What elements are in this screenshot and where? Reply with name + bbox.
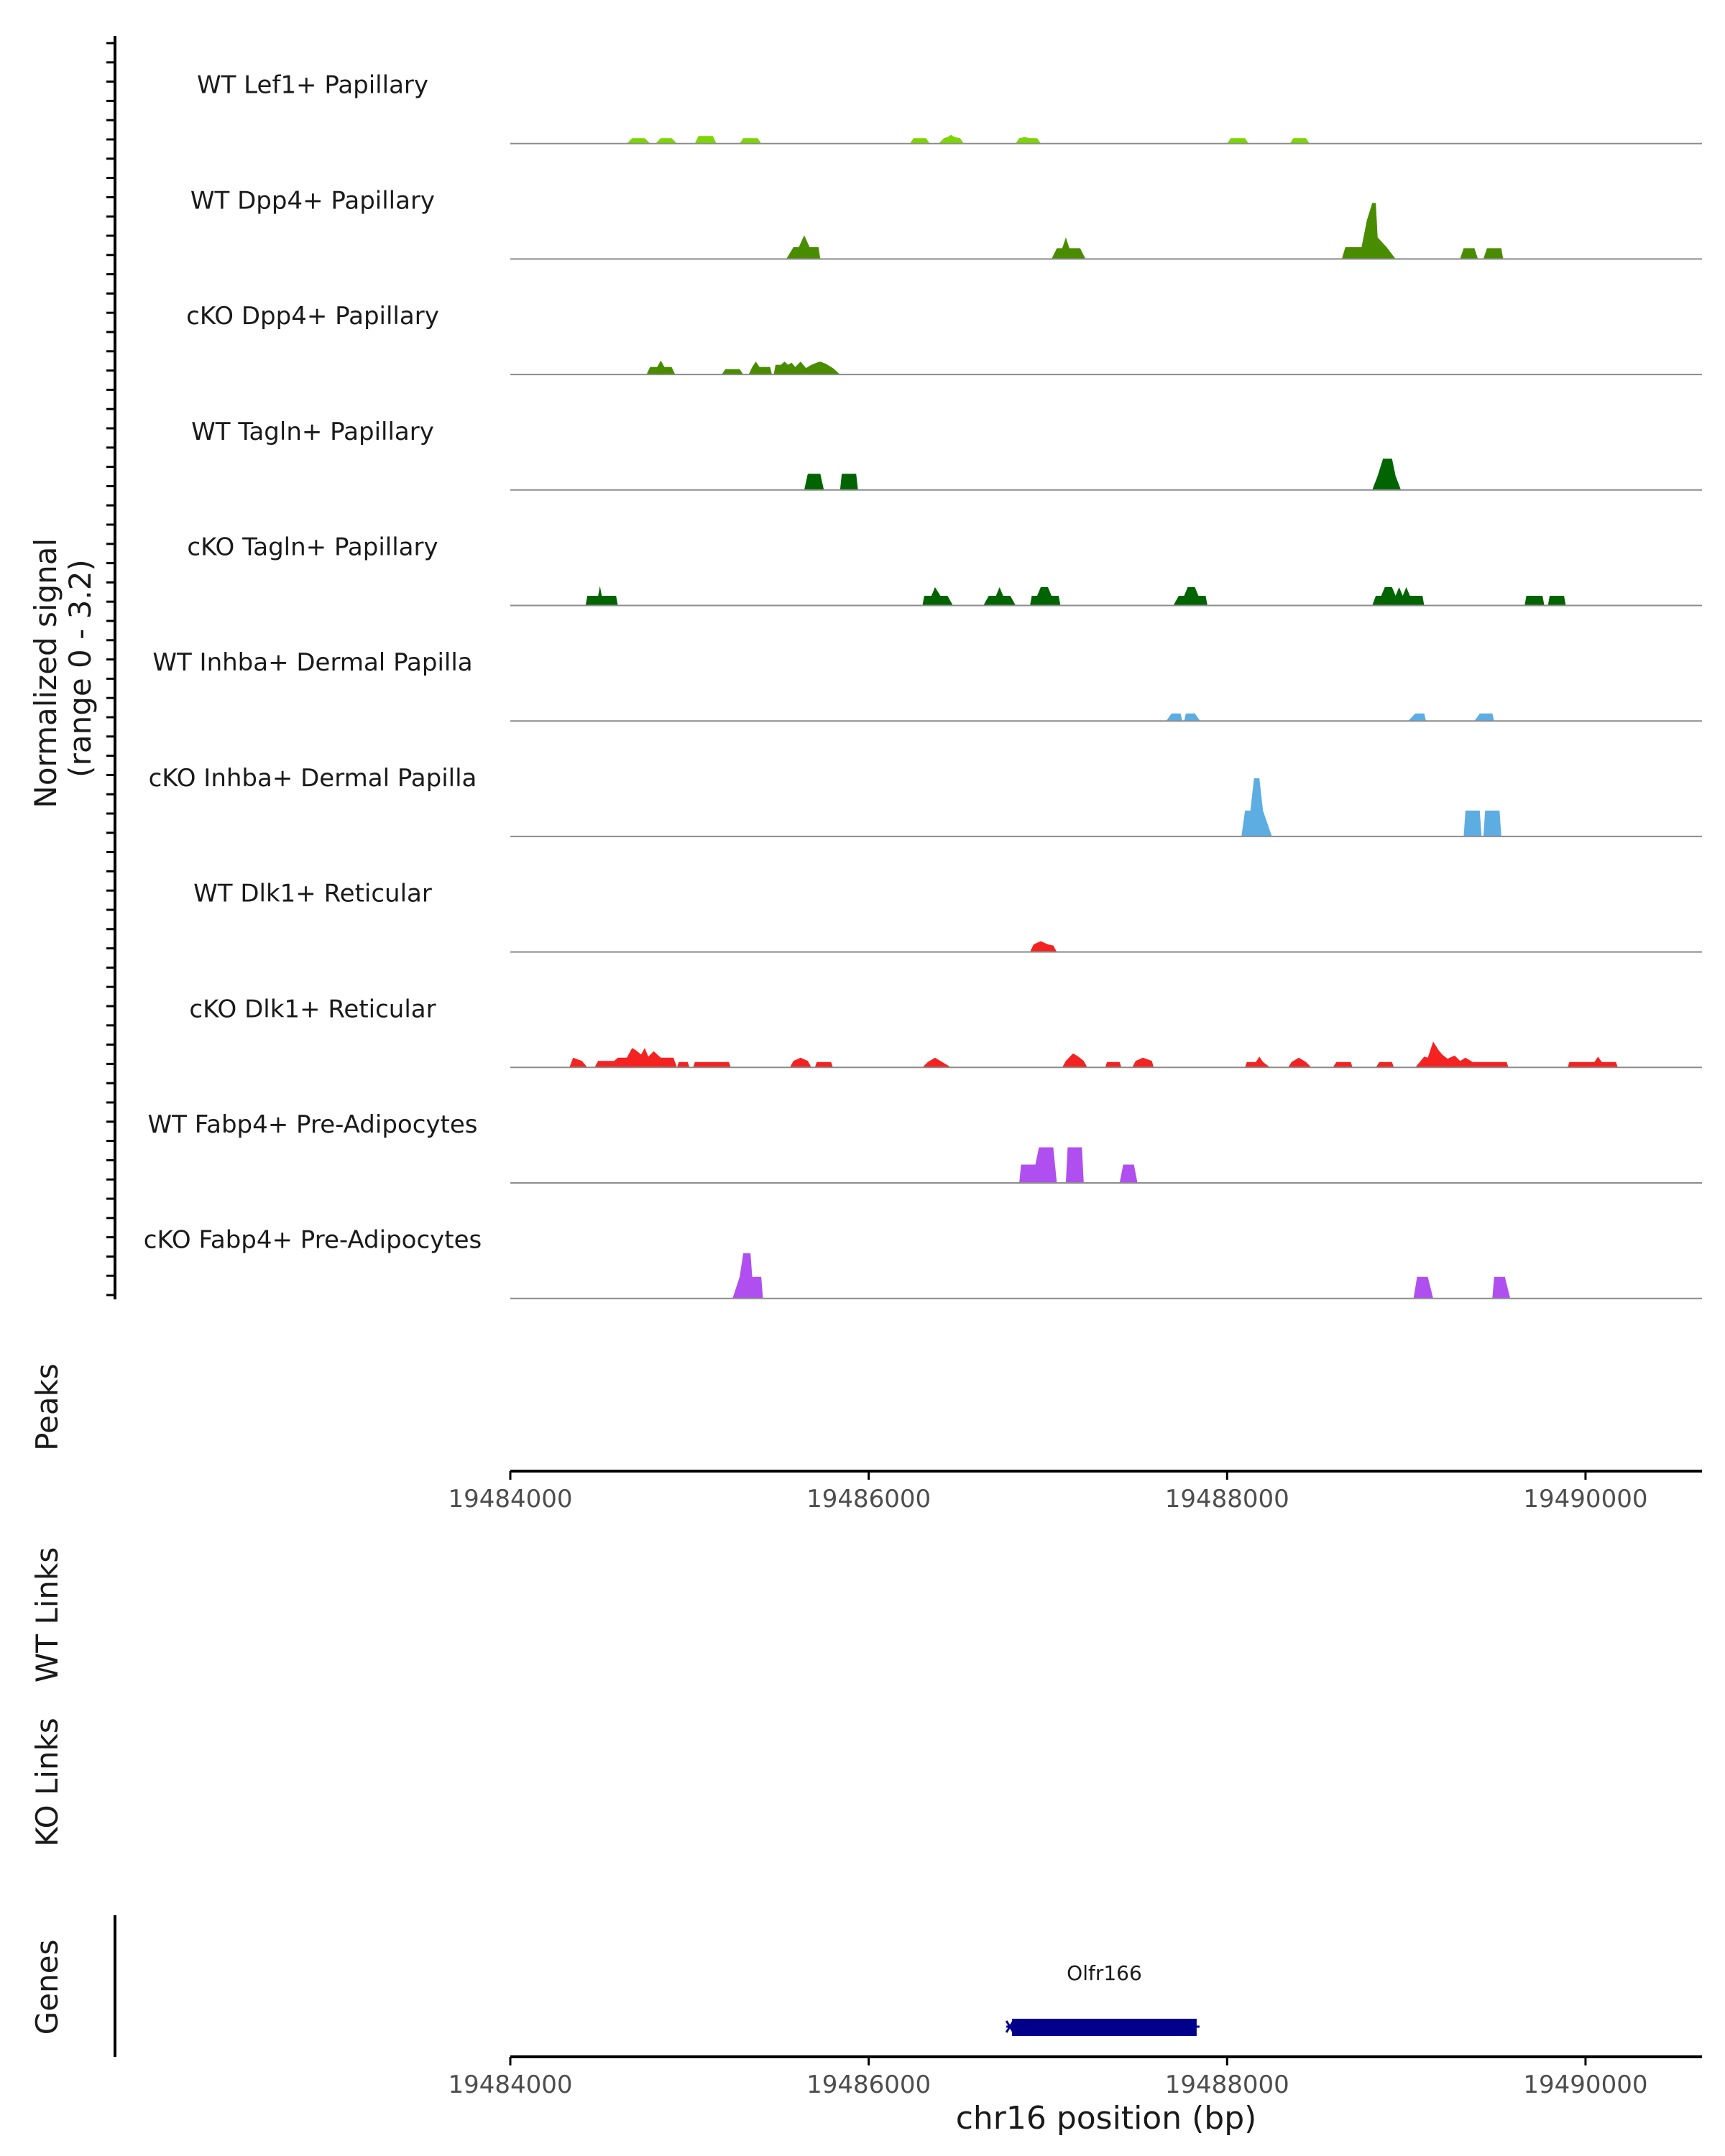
coverage-tracks: WT Lef1+ Papillary WT Dpp4+ Papillary cKO … — [144, 71, 1702, 1299]
track-label: WT Tagln+ Papillary — [191, 418, 434, 446]
x-tick-label: 19490000 — [1523, 2070, 1647, 2099]
coverage-y-axis-title-line1: Normalized signal — [28, 538, 63, 808]
track-label: cKO Fabp4+ Pre-Adipocytes — [144, 1226, 482, 1255]
track-label: WT Lef1+ Papillary — [197, 71, 428, 100]
signal-area — [786, 203, 1504, 259]
track-1: WT Lef1+ Papillary — [197, 71, 1702, 144]
track-6: WT Inhba+ Dermal Papilla — [152, 648, 1702, 722]
signal-area — [1019, 1147, 1138, 1183]
signal-area — [646, 360, 840, 375]
signal-area — [804, 459, 1407, 490]
x-axis-title: chr16 position (bp) — [956, 2100, 1257, 2137]
signal-area — [1166, 713, 1494, 722]
peaks-panel-label: Peaks — [29, 1363, 65, 1451]
gene-label: Olfr166 — [1067, 1961, 1142, 1985]
signal-area — [1030, 941, 1057, 952]
track-label: WT Dpp4+ Papillary — [190, 186, 435, 215]
x-tick-label: 19490000 — [1523, 1485, 1647, 1514]
genes-x-axis-ticks: 19484000 19486000 19488000 19490000 — [448, 2057, 1647, 2099]
ko-links-panel-label: KO Links — [29, 1718, 65, 1847]
track-7: cKO Inhba+ Dermal Papilla — [149, 764, 1702, 837]
track-label: WT Dlk1+ Reticular — [193, 880, 432, 908]
x-tick-label: 19484000 — [448, 1485, 572, 1514]
coverage-y-axis-title-line2: (range 0 - 3.2) — [63, 559, 98, 778]
x-tick-label: 19488000 — [1165, 2070, 1289, 2099]
track-9: cKO Dlk1+ Reticular — [189, 995, 1702, 1069]
track-label: WT Fabp4+ Pre-Adipocytes — [148, 1110, 478, 1139]
track-3: cKO Dpp4+ Papillary — [186, 302, 1702, 376]
signal-area — [732, 1253, 1511, 1299]
track-label: WT Inhba+ Dermal Papilla — [152, 648, 472, 677]
genes-track: Olfr166 — [1005, 1961, 1200, 2036]
coverage-y-ticks — [106, 42, 115, 1296]
wt-links-panel-label: WT Links — [29, 1547, 65, 1682]
signal-area — [585, 586, 1566, 606]
track-label: cKO Tagln+ Papillary — [187, 533, 438, 562]
x-tick-label: 19486000 — [806, 1485, 931, 1514]
track-2: WT Dpp4+ Papillary — [190, 186, 1702, 260]
genes-panel-label: Genes — [29, 1940, 65, 2035]
coverage-y-axis-title: Normalized signal (range 0 - 3.2) — [28, 528, 98, 808]
x-tick-label: 19488000 — [1165, 1485, 1289, 1514]
track-11: cKO Fabp4+ Pre-Adipocytes — [144, 1226, 1702, 1299]
track-4: WT Tagln+ Papillary — [191, 418, 1702, 491]
x-tick-label: 19484000 — [448, 2070, 572, 2099]
x-tick-label: 19486000 — [806, 2070, 931, 2099]
peaks-x-axis-ticks: 19484000 19486000 19488000 19490000 — [448, 1471, 1647, 1514]
gene-body — [1012, 2019, 1197, 2036]
signal-area — [569, 1041, 1618, 1068]
gene-strand-marker — [1005, 2020, 1015, 2033]
track-8: WT Dlk1+ Reticular — [193, 880, 1702, 953]
track-10: WT Fabp4+ Pre-Adipocytes — [148, 1110, 1702, 1184]
track-label: cKO Dpp4+ Papillary — [186, 302, 439, 331]
track-label: cKO Dlk1+ Reticular — [189, 995, 436, 1023]
signal-area — [1241, 778, 1501, 837]
track-label: cKO Inhba+ Dermal Papilla — [149, 764, 477, 793]
signal-area — [627, 134, 1310, 144]
track-5: cKO Tagln+ Papillary — [187, 533, 1702, 607]
